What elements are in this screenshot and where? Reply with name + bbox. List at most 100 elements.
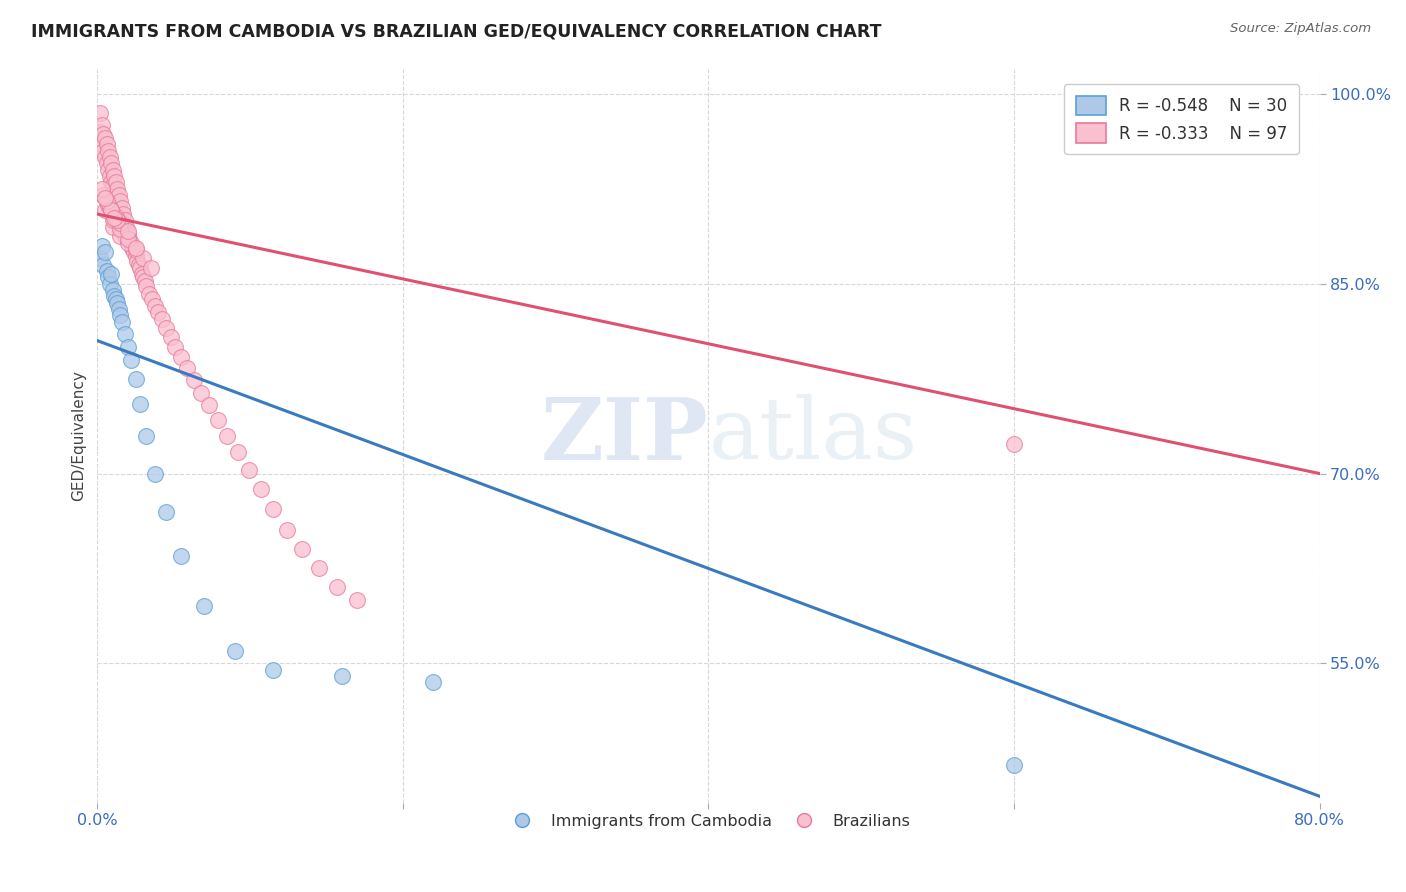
Point — [100, 267, 122, 281]
Point — [100, 176, 122, 190]
Point — [124, 241, 146, 255]
Point — [96, 156, 118, 170]
Point — [134, 274, 156, 288]
Point — [118, 232, 141, 246]
Text: Source: ZipAtlas.com: Source: ZipAtlas.com — [1230, 22, 1371, 36]
Point — [238, 463, 260, 477]
Point — [330, 669, 353, 683]
Point — [112, 222, 135, 236]
Point — [101, 283, 124, 297]
Point — [226, 445, 249, 459]
Point — [124, 249, 146, 263]
Text: atlas: atlas — [709, 394, 918, 477]
Text: IMMIGRANTS FROM CAMBODIA VS BRAZILIAN GED/EQUIVALENCY CORRELATION CHART: IMMIGRANTS FROM CAMBODIA VS BRAZILIAN GE… — [31, 22, 882, 40]
Point — [129, 261, 152, 276]
Point — [89, 125, 111, 139]
Point — [1002, 437, 1025, 451]
Point — [120, 352, 142, 367]
Point — [122, 245, 145, 260]
Point — [117, 223, 139, 237]
Point — [98, 277, 121, 291]
Point — [422, 675, 444, 690]
Point — [198, 398, 221, 412]
Point — [103, 289, 125, 303]
Point — [101, 207, 124, 221]
Point — [110, 222, 132, 236]
Point — [97, 162, 120, 177]
Point — [139, 261, 162, 276]
Point — [159, 330, 181, 344]
Point — [107, 203, 129, 218]
Point — [90, 238, 112, 252]
Point — [98, 150, 121, 164]
Point — [262, 502, 284, 516]
Point — [114, 327, 136, 342]
Point — [101, 219, 124, 234]
Point — [217, 428, 239, 442]
Point — [107, 301, 129, 316]
Point — [111, 216, 134, 230]
Point — [101, 162, 124, 177]
Point — [125, 253, 148, 268]
Point — [291, 542, 314, 557]
Point — [111, 315, 134, 329]
Point — [308, 561, 330, 575]
Point — [128, 258, 150, 272]
Point — [190, 385, 212, 400]
Point — [90, 119, 112, 133]
Point — [93, 128, 115, 142]
Point — [132, 252, 155, 266]
Point — [117, 340, 139, 354]
Point — [94, 191, 117, 205]
Point — [111, 201, 134, 215]
Point — [346, 593, 368, 607]
Point — [97, 144, 120, 158]
Point — [155, 504, 177, 518]
Point — [96, 264, 118, 278]
Point — [94, 203, 117, 218]
Point — [97, 270, 120, 285]
Legend: Immigrants from Cambodia, Brazilians: Immigrants from Cambodia, Brazilians — [501, 807, 917, 835]
Point — [145, 467, 167, 481]
Point — [93, 258, 115, 272]
Point — [121, 241, 143, 255]
Point — [114, 228, 136, 243]
Point — [94, 150, 117, 164]
Point — [170, 549, 193, 563]
Point — [138, 286, 160, 301]
Point — [89, 105, 111, 120]
Point — [100, 203, 122, 218]
Point — [150, 312, 173, 326]
Point — [176, 361, 198, 376]
Point — [110, 228, 132, 243]
Point — [93, 188, 115, 202]
Point — [96, 194, 118, 209]
Point — [98, 169, 121, 183]
Point — [100, 156, 122, 170]
Point — [207, 413, 229, 427]
Point — [94, 245, 117, 260]
Point — [115, 219, 138, 234]
Point — [224, 644, 246, 658]
Point — [105, 295, 128, 310]
Point — [135, 428, 157, 442]
Point — [105, 182, 128, 196]
Point — [90, 137, 112, 152]
Point — [103, 169, 125, 183]
Point — [155, 321, 177, 335]
Y-axis label: GED/Equivalency: GED/Equivalency — [72, 370, 86, 501]
Point — [98, 201, 121, 215]
Point — [129, 397, 152, 411]
Point — [110, 216, 132, 230]
Point — [124, 371, 146, 385]
Point — [124, 243, 146, 257]
Point — [97, 198, 120, 212]
Point — [104, 210, 127, 224]
Point — [89, 252, 111, 266]
Point — [107, 188, 129, 202]
Point — [170, 350, 193, 364]
Point — [1002, 757, 1025, 772]
Point — [145, 300, 167, 314]
Point — [131, 267, 153, 281]
Point — [112, 207, 135, 221]
